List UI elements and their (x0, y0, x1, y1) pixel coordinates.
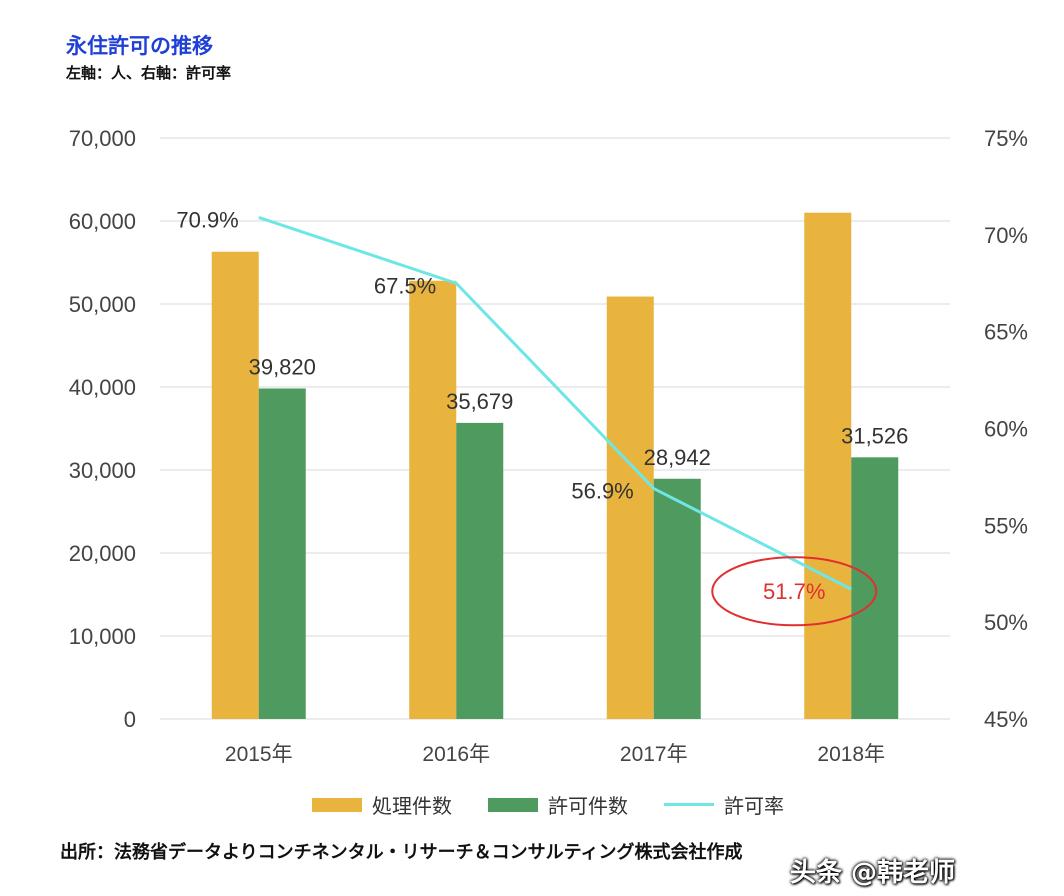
legend-item-processed: 処理件数 (312, 790, 452, 819)
bar-approved (456, 422, 504, 719)
x-tick-label: 2018年 (817, 743, 885, 766)
legend-label-processed: 処理件数 (372, 794, 452, 818)
legend-item-rate: 許可率 (664, 790, 784, 819)
legend-swatch-approved (488, 797, 538, 812)
bar-approved (851, 457, 899, 719)
y-left-tick-label: 50,000 (69, 292, 136, 317)
y-left-tick-label: 10,000 (69, 624, 136, 649)
y-left-tick-label: 20,000 (69, 541, 136, 566)
bar-value-label: 39,820 (249, 354, 316, 379)
bar-processed (606, 296, 654, 719)
rate-label: 67.5% (374, 273, 436, 298)
y-left-tick-label: 40,000 (69, 375, 136, 400)
y-left-tick-label: 0 (124, 707, 136, 732)
x-axis: 2015年 2016年 2017年 2018年 (225, 743, 885, 766)
watermark: 头条 @韩老师 (790, 858, 956, 888)
bars (211, 212, 899, 719)
legend-item-approved: 許可件数 (488, 790, 628, 819)
y-right-tick-label: 60% (984, 417, 1028, 442)
y-right-tick-label: 55% (984, 513, 1028, 538)
legend-swatch-rate (664, 803, 714, 806)
rate-label-highlight: 51.7% (763, 579, 825, 604)
legend-label-approved: 許可件数 (548, 794, 628, 818)
y-left-tick-label: 70,000 (69, 126, 136, 151)
legend-label-rate: 許可率 (724, 794, 784, 818)
bar-approved (653, 478, 701, 719)
rate-label: 56.9% (571, 479, 633, 504)
bar-processed (409, 280, 457, 719)
bar-value-label: 28,942 (644, 445, 711, 470)
chart-subtitle: 左軸：人、右軸：許可率 (66, 64, 232, 82)
y-right-tick-label: 70% (984, 223, 1028, 248)
highlight-circle (711, 556, 878, 627)
rate-label: 70.9% (176, 207, 238, 232)
legend: 処理件数 許可件数 許可率 (312, 790, 820, 819)
x-tick-label: 2016年 (422, 743, 490, 766)
y-right-tick-label: 65% (984, 320, 1028, 345)
y-right-tick-label: 50% (984, 610, 1028, 635)
y-left-tick-label: 60,000 (69, 209, 136, 234)
bar-processed (804, 212, 852, 719)
bar-value-label: 35,679 (446, 389, 513, 414)
rate-line (258, 215, 852, 591)
chart-title: 永住許可の推移 (66, 34, 213, 58)
bar-processed (211, 251, 259, 719)
y-axis-right: 75% 70% 65% 60% 55% 50% 45% (984, 126, 1028, 732)
y-right-tick-label: 75% (984, 126, 1028, 151)
legend-swatch-processed (312, 797, 362, 812)
source-note: 出所：法務省データよりコンチネンタル・リサーチ＆コンサルティング株式会社作成 (60, 842, 743, 863)
y-right-tick-label: 45% (984, 707, 1028, 732)
y-left-tick-label: 30,000 (69, 458, 136, 483)
bar-approved (258, 388, 306, 719)
x-tick-label: 2015年 (225, 743, 293, 766)
rate-line-path (258, 215, 852, 591)
bar-value-label: 31,526 (841, 423, 908, 448)
x-tick-label: 2017年 (620, 743, 688, 766)
y-axis-left: 70,000 60,000 50,000 40,000 30,000 20,000 10,0… (69, 126, 136, 732)
data-labels: 39,820 35,679 28,942 31,526 70.9% 67.5% 56.9% 5… (176, 207, 908, 627)
